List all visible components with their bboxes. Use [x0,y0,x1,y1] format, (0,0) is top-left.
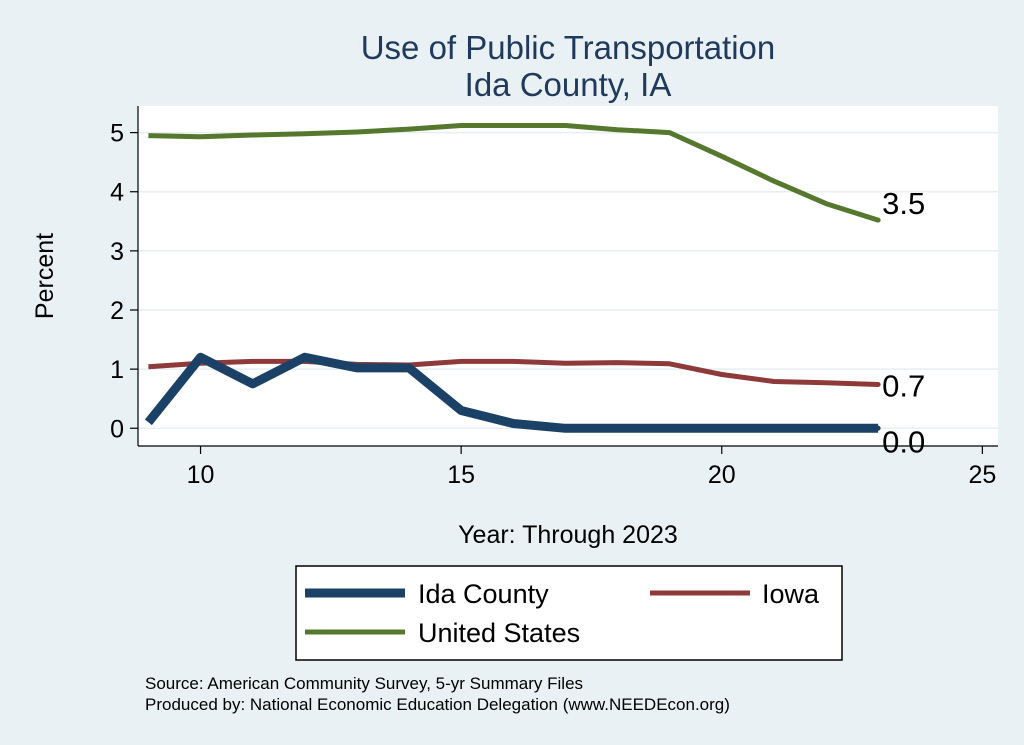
plot-area [138,106,998,446]
producer-note: Produced by: National Economic Education… [145,695,730,714]
x-tick-label: 10 [187,461,215,489]
x-tick-label: 15 [447,461,475,489]
legend: Ida County Iowa United States [295,565,843,661]
series-lines [144,123,881,433]
y-tick-label: 5 [110,120,124,148]
y-tick-label: 1 [110,356,124,384]
legend-label-iowa: Iowa [762,579,820,609]
series-end-point-united-states [875,217,881,223]
axes: 0 1 2 3 4 5 10 15 20 25 [110,106,998,489]
x-tick-label: 20 [708,461,736,489]
legend-box [295,565,843,661]
legend-label-united-states: United States [418,618,580,648]
series-end-point-iowa [875,382,881,388]
end-label-iowa: 0.7 [882,369,925,404]
chart-subtitle: Ida County, IA [465,66,672,103]
source-note: Source: American Community Survey, 5-yr … [145,674,583,693]
series-line-united-states [148,123,879,223]
y-tick-label: 4 [110,179,124,207]
x-axis-title: Year: Through 2023 [458,521,678,549]
y-axis-title: Percent [31,233,59,319]
series-line-ida-county [144,352,879,433]
y-tick-label: 0 [110,415,124,443]
series-end-point-ida-county [875,425,881,431]
y-tick-label: 3 [110,238,124,266]
x-tick-label: 25 [968,461,996,489]
end-labels: 3.5 0.7 0.0 [882,186,925,459]
end-label-ida-county: 0.0 [882,424,925,459]
y-tick-label: 2 [110,297,124,325]
series-line-iowa [148,358,879,387]
end-label-united-states: 3.5 [882,186,925,221]
legend-label-ida-county: Ida County [418,579,549,609]
chart-title: Use of Public Transportation [361,29,776,66]
